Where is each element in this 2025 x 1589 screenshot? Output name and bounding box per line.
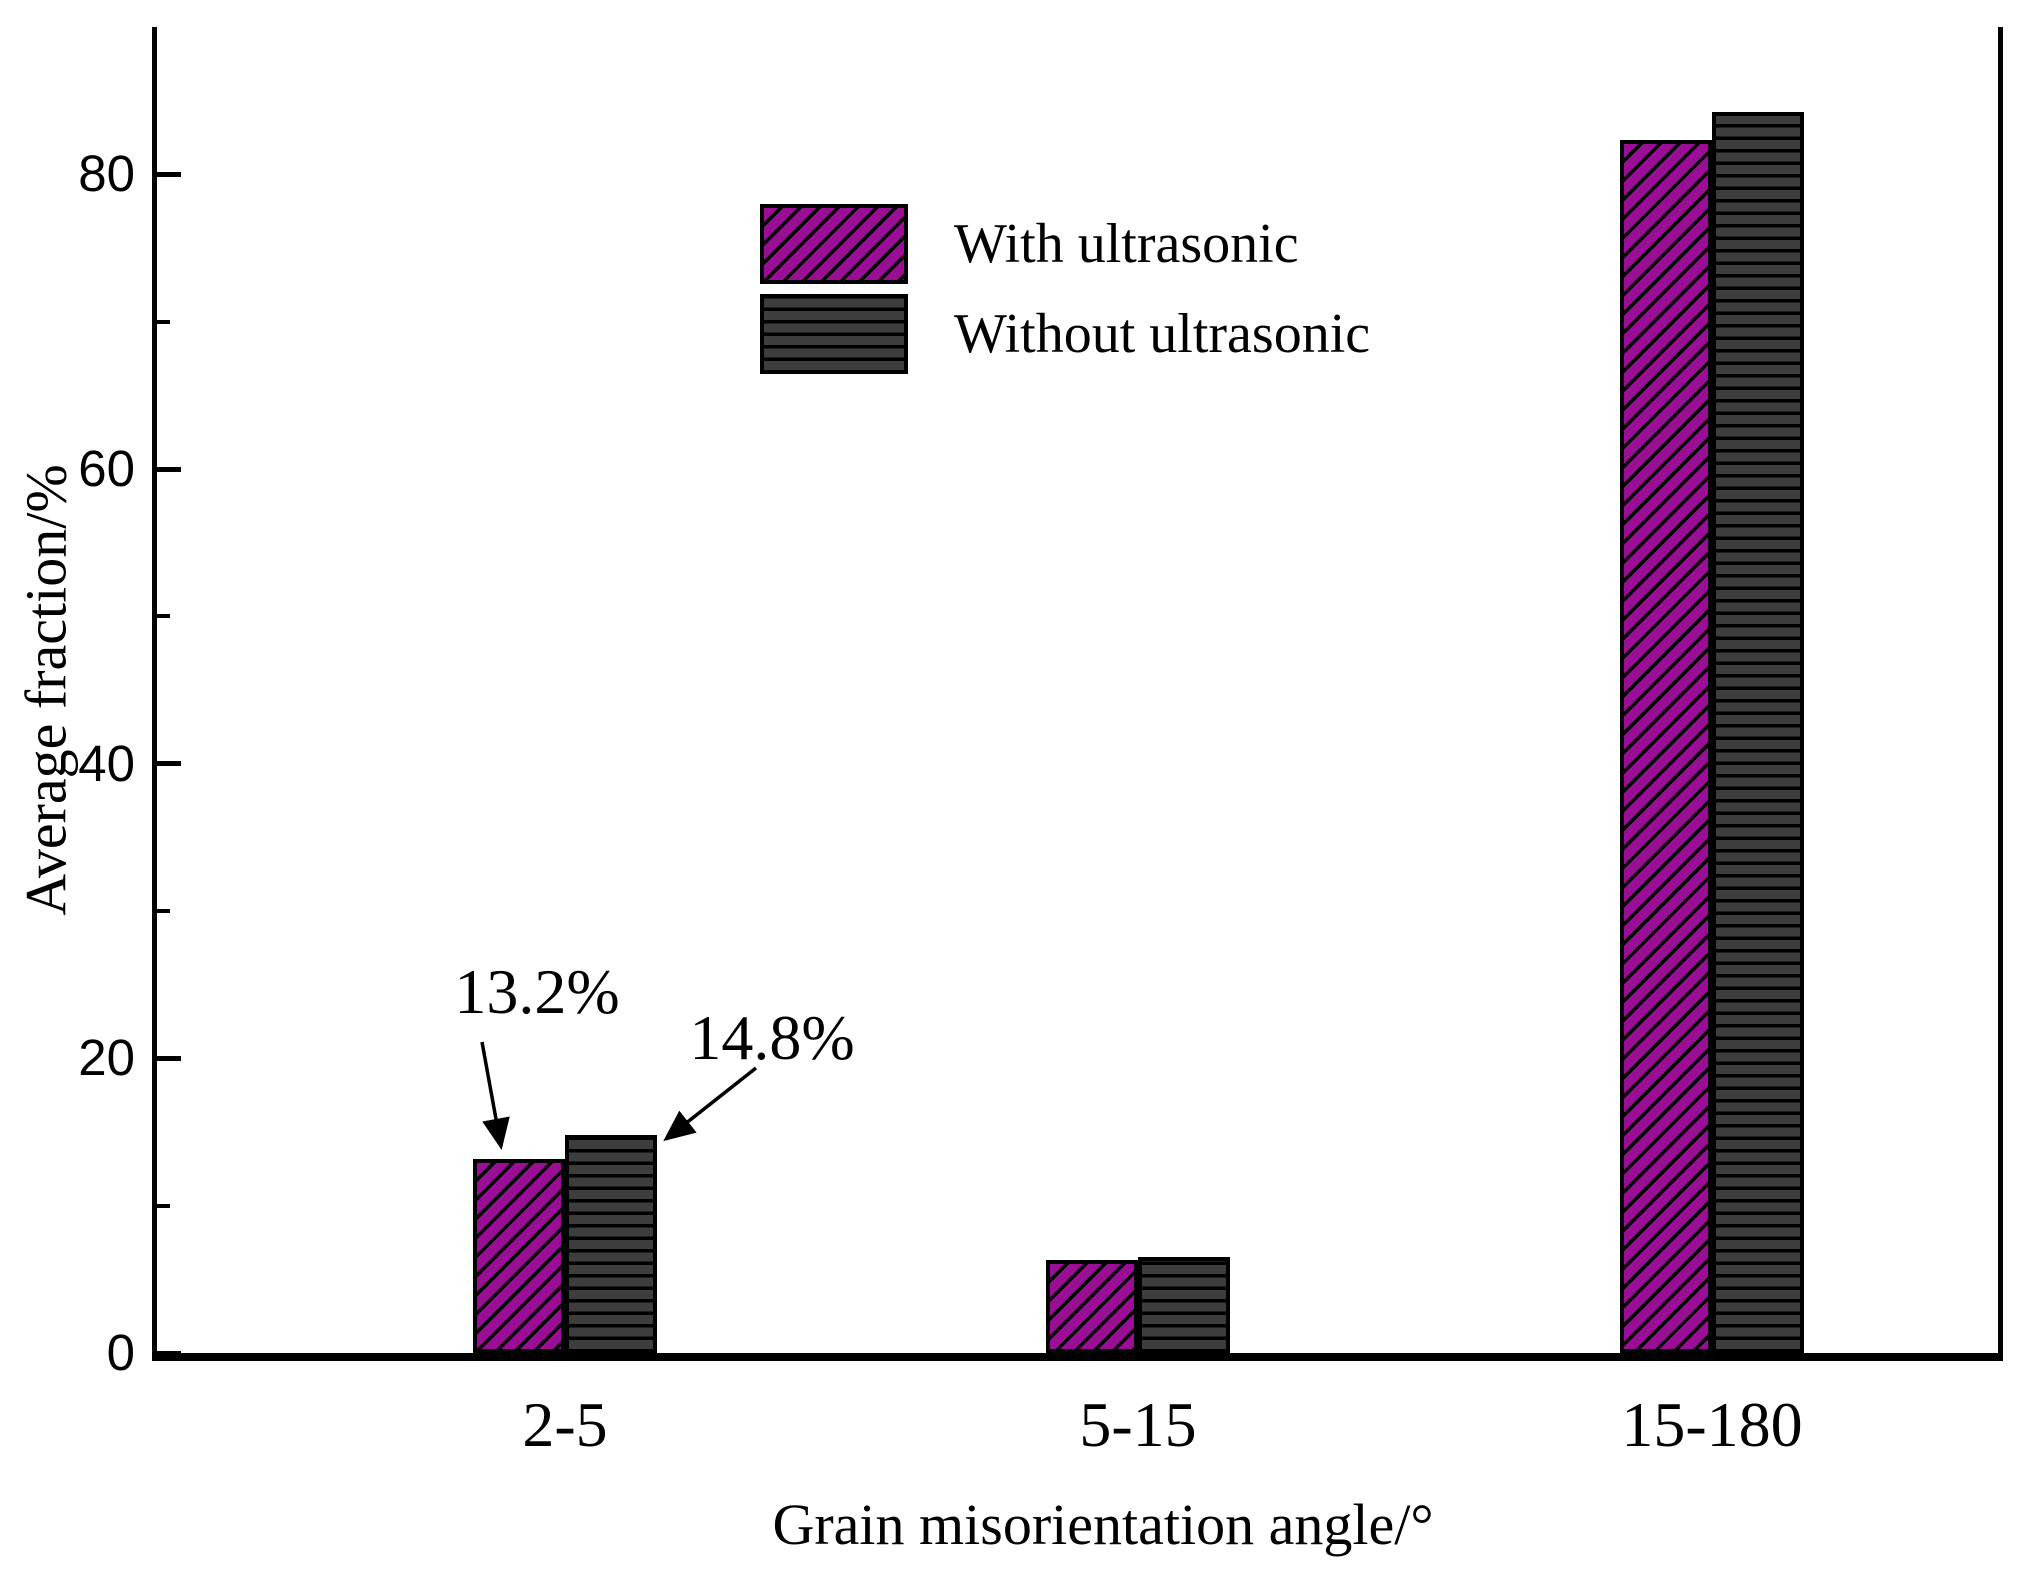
y-tick-label: 80 <box>78 145 135 203</box>
y-tick-label: 60 <box>78 440 135 497</box>
legend-swatch-diagonal-icon <box>760 204 908 284</box>
bar-with-ultrasonic-15-180 <box>1620 140 1712 1353</box>
y-tick-label: 0 <box>106 1324 135 1381</box>
y-minor-tick <box>157 1203 170 1208</box>
y-major-tick <box>157 1055 181 1061</box>
bar-without-ultrasonic-2-5 <box>565 1134 657 1353</box>
annotation-label-14-8: 14.8% <box>689 1002 855 1073</box>
y-major-tick <box>157 1350 181 1356</box>
legend-item-with-ultrasonic: With ultrasonic <box>760 204 1370 284</box>
bar-with-ultrasonic-2-5 <box>473 1158 565 1353</box>
annotation-arrow <box>663 1066 758 1142</box>
x-tick-label-5-15: 5-15 <box>1079 1389 1197 1460</box>
y-major-tick <box>157 171 181 177</box>
legend-label: Without ultrasonic <box>954 303 1371 365</box>
y-tick-label: 20 <box>78 1029 135 1087</box>
y-major-tick <box>157 761 181 767</box>
legend-label: With ultrasonic <box>954 213 1299 275</box>
bar-without-ultrasonic-5-15 <box>1138 1257 1230 1353</box>
y-minor-tick <box>157 614 170 619</box>
x-tick-label-15-180: 15-180 <box>1621 1389 1803 1460</box>
annotation-arrow <box>480 1041 510 1150</box>
bar-with-ultrasonic-5-15 <box>1046 1260 1138 1353</box>
y-minor-tick <box>157 319 170 324</box>
y-axis-title: Average fraction/% <box>13 464 79 916</box>
plot-area <box>152 27 2003 1361</box>
legend: With ultrasonic Without ultrasonic <box>760 204 1370 384</box>
x-axis-title: Grain misorientation angle/° <box>772 1492 1434 1557</box>
y-tick-label: 40 <box>78 734 135 792</box>
y-minor-tick <box>157 909 170 913</box>
legend-swatch-horizontal-icon <box>760 294 908 374</box>
x-tick-label-2-5: 2-5 <box>522 1389 608 1460</box>
bar-without-ultrasonic-15-180 <box>1712 112 1804 1353</box>
annotation-label-13-2: 13.2% <box>454 956 620 1027</box>
legend-item-without-ultrasonic: Without ultrasonic <box>760 294 1370 374</box>
y-major-tick <box>157 466 181 472</box>
